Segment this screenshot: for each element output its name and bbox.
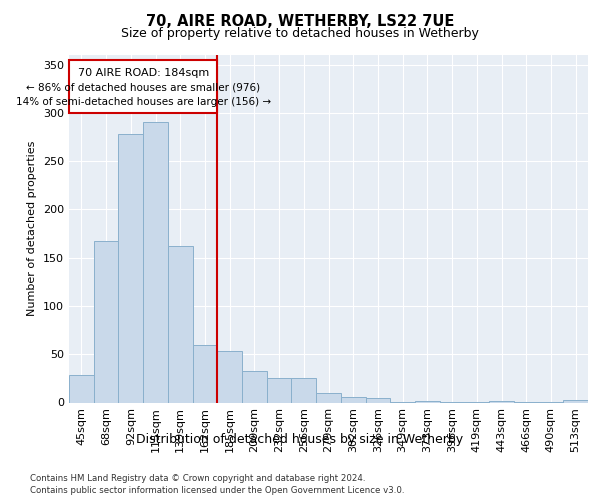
Bar: [267, 378, 292, 402]
Bar: [341, 396, 365, 402]
Bar: [193, 344, 217, 403]
FancyBboxPatch shape: [69, 60, 217, 113]
Text: Contains public sector information licensed under the Open Government Licence v3: Contains public sector information licen…: [30, 486, 404, 495]
Bar: [143, 122, 168, 402]
Bar: [292, 378, 316, 402]
Text: 14% of semi-detached houses are larger (156) →: 14% of semi-detached houses are larger (…: [16, 98, 271, 108]
Bar: [489, 400, 514, 402]
Bar: [118, 134, 143, 402]
Bar: [316, 393, 341, 402]
Bar: [365, 398, 390, 402]
Bar: [415, 400, 440, 402]
Text: ← 86% of detached houses are smaller (976): ← 86% of detached houses are smaller (97…: [26, 82, 260, 92]
Bar: [69, 376, 94, 402]
Text: Size of property relative to detached houses in Wetherby: Size of property relative to detached ho…: [121, 28, 479, 40]
Bar: [168, 246, 193, 402]
Y-axis label: Number of detached properties: Number of detached properties: [28, 141, 37, 316]
Text: 70 AIRE ROAD: 184sqm: 70 AIRE ROAD: 184sqm: [77, 68, 209, 78]
Bar: [242, 370, 267, 402]
Text: 70, AIRE ROAD, WETHERBY, LS22 7UE: 70, AIRE ROAD, WETHERBY, LS22 7UE: [146, 14, 454, 29]
Text: Distribution of detached houses by size in Wetherby: Distribution of detached houses by size …: [136, 432, 464, 446]
Bar: [217, 352, 242, 403]
Bar: [94, 242, 118, 402]
Bar: [563, 400, 588, 402]
Text: Contains HM Land Registry data © Crown copyright and database right 2024.: Contains HM Land Registry data © Crown c…: [30, 474, 365, 483]
